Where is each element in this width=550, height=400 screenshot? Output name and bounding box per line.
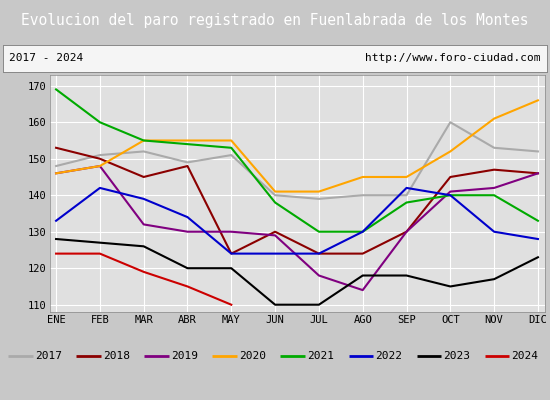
Text: 2019: 2019 bbox=[171, 351, 198, 361]
Text: 2020: 2020 bbox=[239, 351, 266, 361]
Text: 2018: 2018 bbox=[103, 351, 130, 361]
Text: 2017: 2017 bbox=[35, 351, 62, 361]
Text: Evolucion del paro registrado en Fuenlabrada de los Montes: Evolucion del paro registrado en Fuenlab… bbox=[21, 14, 529, 28]
Text: 2017 - 2024: 2017 - 2024 bbox=[9, 54, 84, 64]
Text: 2024: 2024 bbox=[511, 351, 538, 361]
Text: 2021: 2021 bbox=[307, 351, 334, 361]
Text: 2023: 2023 bbox=[443, 351, 470, 361]
Text: http://www.foro-ciudad.com: http://www.foro-ciudad.com bbox=[365, 54, 541, 64]
Text: 2022: 2022 bbox=[375, 351, 402, 361]
